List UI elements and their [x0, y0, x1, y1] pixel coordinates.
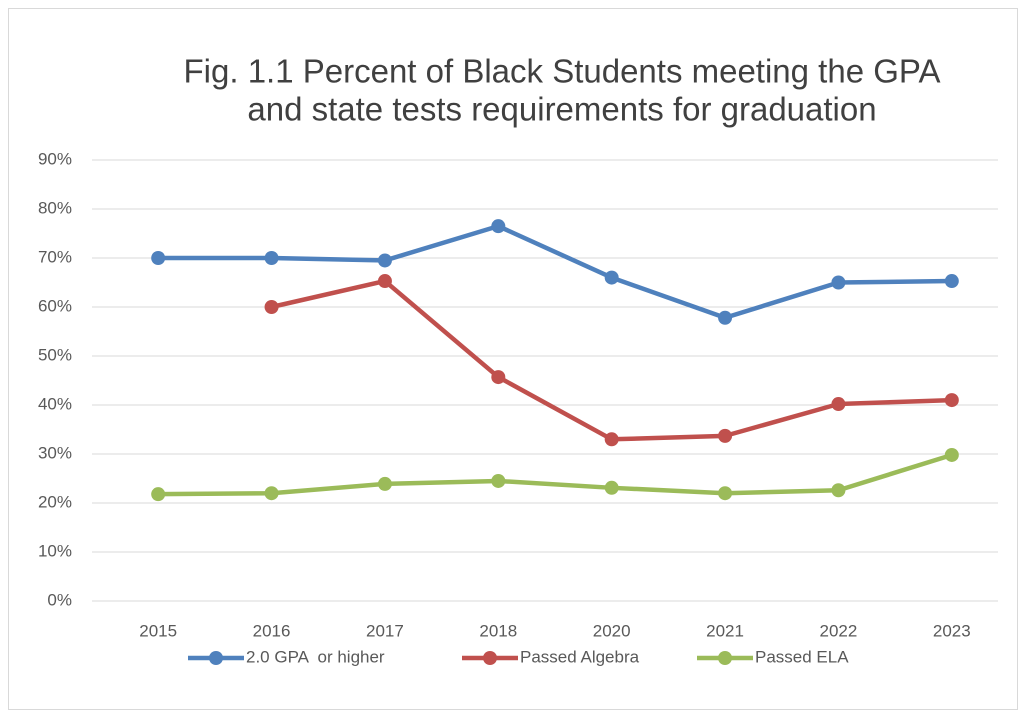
y-tick-label: 10% [38, 541, 72, 560]
data-point [718, 310, 733, 325]
data-point [151, 251, 166, 265]
y-tick-label: 50% [38, 345, 72, 364]
legend-marker [483, 651, 497, 665]
data-point [831, 397, 846, 412]
y-tick-label: 60% [38, 296, 72, 315]
legend-label: Passed Algebra [520, 647, 640, 666]
data-point [944, 274, 959, 289]
y-tick-label: 30% [38, 443, 72, 462]
x-tick-label: 2020 [593, 621, 631, 640]
legend-marker [209, 651, 223, 665]
data-point [151, 487, 166, 502]
data-point [718, 428, 733, 443]
data-point [377, 253, 392, 268]
data-point [491, 370, 506, 385]
x-tick-label: 2018 [479, 621, 517, 640]
chart-title: and state tests requirements for graduat… [247, 91, 876, 128]
series-line [158, 452, 953, 497]
legend-marker [718, 651, 732, 665]
y-tick-label: 20% [38, 492, 72, 511]
x-tick-label: 2022 [820, 621, 858, 640]
data-point [264, 300, 279, 314]
data-point [944, 447, 959, 462]
x-tick-label: 2021 [706, 621, 744, 640]
data-point [831, 483, 846, 498]
y-tick-label: 80% [38, 198, 72, 217]
x-tick-label: 2023 [933, 621, 971, 640]
data-point [264, 251, 279, 265]
data-point [604, 432, 619, 447]
data-point [491, 473, 506, 488]
x-tick-label: 2017 [366, 621, 404, 640]
data-point [944, 393, 959, 408]
legend-label: 2.0 GPA or higher [246, 647, 385, 666]
data-point [377, 476, 392, 491]
data-point [718, 486, 733, 501]
data-point [831, 275, 846, 290]
data-point [377, 274, 392, 289]
legend-label: Passed ELA [755, 647, 849, 666]
x-tick-label: 2015 [139, 621, 177, 640]
y-tick-label: 40% [38, 394, 72, 413]
data-point [604, 480, 619, 495]
y-tick-label: 0% [47, 590, 72, 609]
data-point [264, 486, 279, 501]
chart-frame [8, 8, 1018, 710]
y-tick-label: 90% [38, 149, 72, 168]
y-tick-label: 70% [38, 247, 72, 266]
data-point [491, 219, 506, 234]
chart-title: Fig. 1.1 Percent of Black Students meeti… [184, 53, 941, 90]
data-point [604, 270, 619, 285]
x-tick-label: 2016 [253, 621, 291, 640]
series-line [158, 223, 952, 321]
